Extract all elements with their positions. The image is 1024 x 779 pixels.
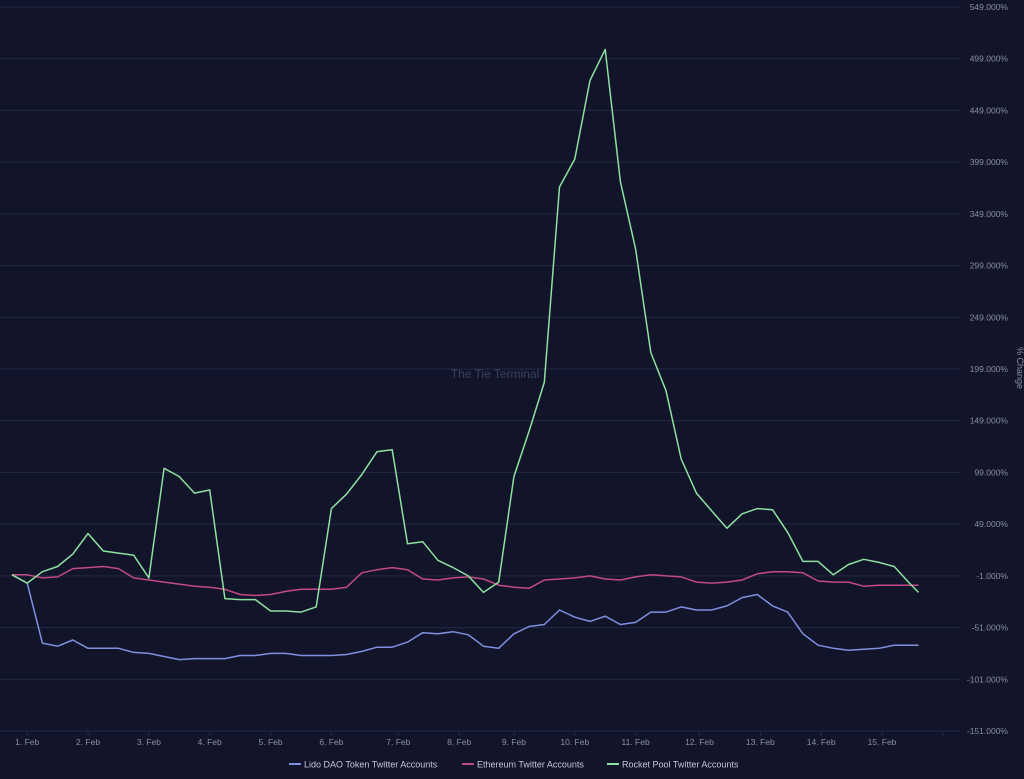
x-tick-label: 3. Feb	[137, 737, 161, 747]
y-tick-label: -1.000%	[976, 571, 1008, 581]
y-tick-label: 199.000%	[970, 364, 1009, 374]
x-tick-label: 13. Feb	[746, 737, 775, 747]
y-tick-label: 49.000%	[974, 519, 1008, 529]
x-tick-label: 5. Feb	[259, 737, 283, 747]
y-tick-label: 299.000%	[970, 261, 1009, 271]
y-axis-ticks: 549.000% 499.000% 449.000% 399.000% 349.000%…	[967, 2, 1009, 736]
y-tick-label: 349.000%	[970, 209, 1009, 219]
x-tick-label: 14. Feb	[807, 737, 836, 747]
watermark-text: The Tie Terminal	[451, 367, 539, 381]
x-tick-label: 12. Feb	[685, 737, 714, 747]
x-tick-label: 15. Feb	[868, 737, 897, 747]
x-tick-label: 8. Feb	[447, 737, 471, 747]
x-tick-label: 1. Feb	[15, 737, 39, 747]
x-tick-label: 7. Feb	[386, 737, 410, 747]
legend-item-label[interactable]: Lido DAO Token Twitter Accounts	[304, 760, 438, 770]
y-tick-label: 549.000%	[970, 2, 1009, 12]
legend-item-label[interactable]: Ethereum Twitter Accounts	[477, 760, 584, 770]
legend: Lido DAO Token Twitter Accounts Ethereum …	[289, 760, 739, 770]
x-axis-ticks: 1. Feb 2. Feb 3. Feb 4. Feb 5. Feb 6. Feb 7. F…	[0, 730, 960, 747]
y-tick-label: 399.000%	[970, 157, 1009, 167]
y-tick-label: 99.000%	[974, 467, 1008, 477]
x-tick-label: 11. Feb	[621, 737, 649, 747]
series-line-1	[11, 574, 919, 661]
x-tick-label: 10. Feb	[560, 737, 589, 747]
legend-item-label[interactable]: Rocket Pool Twitter Accounts	[622, 760, 739, 770]
y-tick-label: 149.000%	[970, 416, 1009, 426]
grid-lines	[0, 6, 960, 732]
series-lines	[11, 48, 920, 661]
y-tick-label: 249.000%	[970, 312, 1009, 322]
y-tick-label: -151.000%	[967, 726, 1009, 736]
y-tick-label: -51.000%	[972, 623, 1009, 633]
x-tick-label: 9. Feb	[502, 737, 526, 747]
x-tick-label: 6. Feb	[319, 737, 343, 747]
y-tick-label: -101.000%	[967, 674, 1009, 684]
y-axis-title: % Change	[1015, 347, 1024, 389]
y-tick-label: 449.000%	[970, 105, 1009, 115]
y-tick-label: 499.000%	[970, 54, 1009, 64]
series-line-2	[12, 565, 919, 597]
x-tick-label: 2. Feb	[76, 737, 100, 747]
x-tick-label: 4. Feb	[198, 737, 222, 747]
series-line-3	[11, 48, 920, 613]
